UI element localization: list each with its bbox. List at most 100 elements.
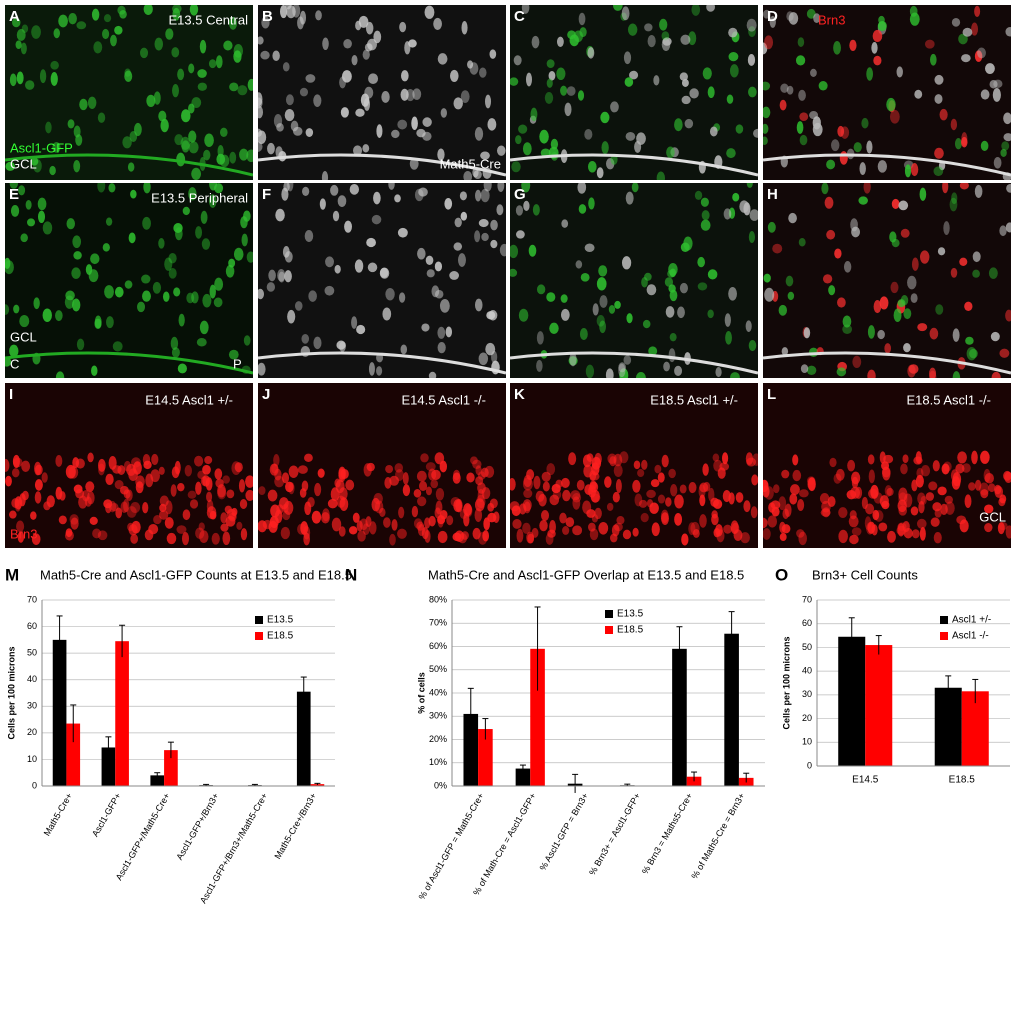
cell xyxy=(795,55,806,66)
cell xyxy=(647,34,656,48)
cell xyxy=(886,97,896,112)
cell xyxy=(201,238,211,250)
cell xyxy=(663,361,670,372)
cell xyxy=(929,327,939,340)
cell xyxy=(623,355,632,365)
image-panel: C xyxy=(510,5,758,180)
cell xyxy=(322,37,329,51)
cell xyxy=(1006,183,1011,193)
cell xyxy=(75,134,83,146)
panel-text: E14.5 Ascl1 -/- xyxy=(401,392,486,407)
cell xyxy=(68,12,77,25)
cell xyxy=(417,496,427,507)
cell xyxy=(30,511,37,520)
legend-label: Ascl1 +/- xyxy=(952,615,991,626)
cell xyxy=(127,522,134,532)
cell xyxy=(241,233,248,247)
legend-label: Ascl1 -/- xyxy=(952,631,989,642)
y-tick-label: 40 xyxy=(27,674,37,684)
cell xyxy=(764,35,774,50)
cell xyxy=(749,209,758,221)
cell xyxy=(900,463,908,475)
cell xyxy=(879,451,886,464)
cell xyxy=(125,489,133,501)
cell xyxy=(723,524,733,534)
cell xyxy=(273,454,280,467)
cells xyxy=(763,183,1011,378)
cell xyxy=(127,162,135,172)
cell xyxy=(644,272,652,281)
cell xyxy=(196,337,207,347)
cell xyxy=(843,261,852,273)
panel-text: GCL xyxy=(10,156,37,171)
cell xyxy=(748,26,756,38)
cell xyxy=(297,16,304,30)
legend-swatch xyxy=(255,632,263,640)
cell xyxy=(10,204,20,217)
cell xyxy=(943,221,950,236)
cell xyxy=(211,532,220,545)
cell xyxy=(330,184,339,196)
cell xyxy=(723,208,732,220)
cell xyxy=(459,191,467,201)
cell xyxy=(137,301,146,313)
cell xyxy=(330,487,340,502)
cell xyxy=(999,494,1007,504)
cell xyxy=(484,94,492,109)
cell xyxy=(842,324,853,334)
cell xyxy=(367,262,378,273)
cell xyxy=(577,90,585,101)
cell xyxy=(217,484,226,498)
cell xyxy=(636,132,646,145)
cell xyxy=(568,452,577,466)
cell xyxy=(164,517,174,529)
cell xyxy=(55,486,63,500)
cell xyxy=(934,74,944,85)
cell xyxy=(681,95,691,105)
y-tick-label: 40 xyxy=(802,666,812,676)
cell xyxy=(769,15,776,28)
cell xyxy=(131,457,141,468)
cell xyxy=(665,497,672,507)
cell xyxy=(866,67,874,81)
cell xyxy=(877,160,887,173)
cell xyxy=(533,475,541,490)
cell xyxy=(532,204,540,216)
cell xyxy=(87,96,97,109)
cell xyxy=(297,465,308,474)
cell xyxy=(246,251,253,263)
cell xyxy=(331,517,342,532)
cell xyxy=(146,94,156,107)
cell xyxy=(245,475,253,488)
cell xyxy=(434,261,443,272)
cell xyxy=(803,327,811,339)
cell xyxy=(398,506,405,519)
cell xyxy=(707,86,715,99)
cell xyxy=(143,183,151,194)
bar xyxy=(101,747,116,786)
cell xyxy=(222,475,230,484)
cell xyxy=(457,253,466,267)
cell xyxy=(376,124,383,138)
cell xyxy=(145,473,154,488)
tissue-edge xyxy=(258,153,506,177)
cell xyxy=(798,89,806,101)
cell xyxy=(454,217,462,228)
cell xyxy=(592,303,599,316)
cell xyxy=(580,273,590,282)
cell xyxy=(750,506,758,519)
cell xyxy=(285,481,294,493)
cell xyxy=(993,79,1003,88)
cell xyxy=(19,315,30,328)
y-axis-label: % of cells xyxy=(416,672,426,714)
panel-letter: B xyxy=(262,8,273,25)
cell xyxy=(151,453,159,466)
cell xyxy=(434,507,441,519)
cell xyxy=(826,159,836,170)
cell xyxy=(771,506,780,517)
cell xyxy=(999,348,1010,358)
panel-letter: E xyxy=(9,186,19,203)
cell xyxy=(287,309,296,324)
cell xyxy=(67,119,75,129)
cell xyxy=(339,497,349,511)
